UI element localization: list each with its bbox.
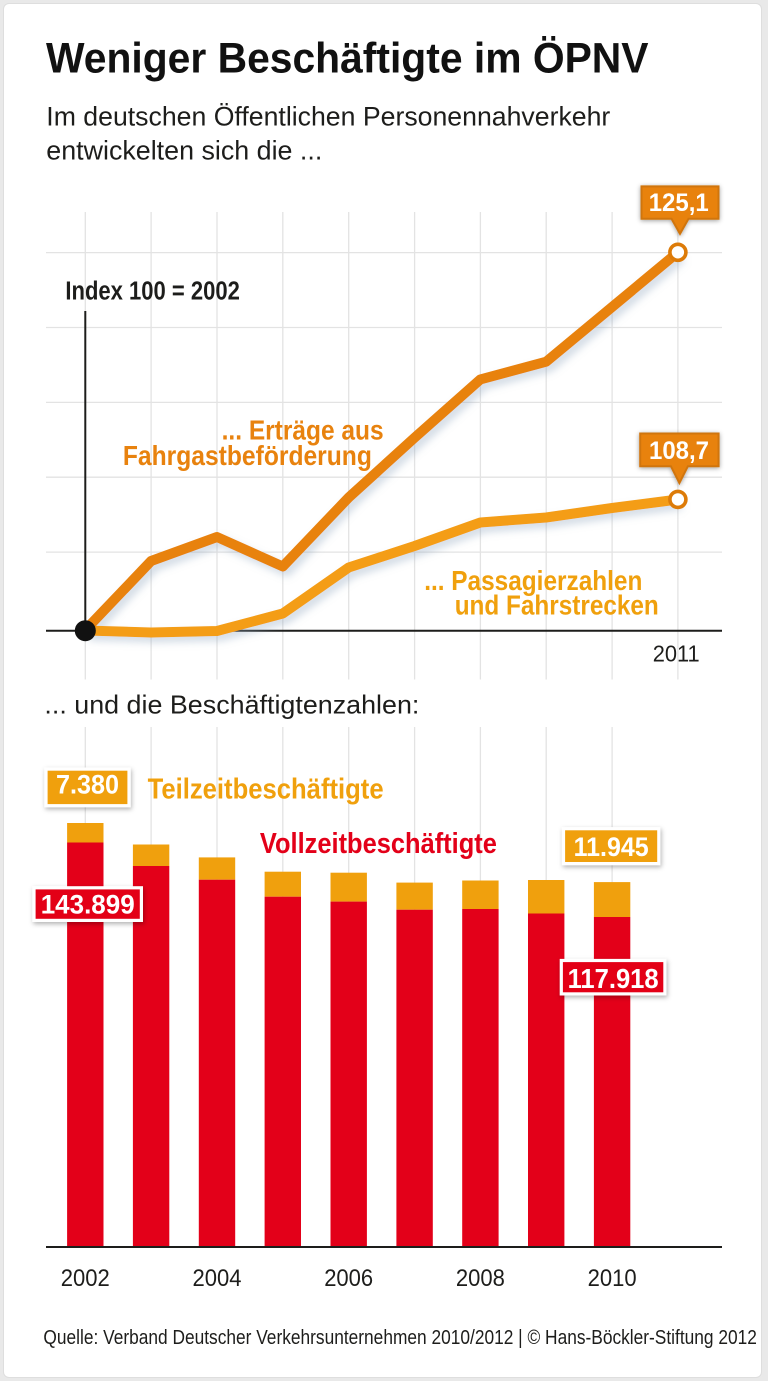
- svg-text:125,1: 125,1: [649, 189, 709, 217]
- svg-text:Fahrgastbeförderung: Fahrgastbeförderung: [123, 440, 372, 471]
- svg-text:entwickelten sich die ...: entwickelten sich die ...: [46, 136, 322, 166]
- svg-text:2010: 2010: [588, 1265, 637, 1292]
- svg-text:... Passagierzahlen: ... Passagierzahlen: [424, 565, 642, 596]
- svg-text:2008: 2008: [456, 1265, 505, 1292]
- svg-text:143.899: 143.899: [41, 889, 135, 919]
- svg-text:... Erträge aus: ... Erträge aus: [222, 414, 384, 445]
- svg-text:11.945: 11.945: [574, 832, 649, 862]
- svg-text:Im deutschen Öffentlichen Pers: Im deutschen Öffentlichen Personennahver…: [46, 102, 610, 132]
- svg-text:7.380: 7.380: [56, 769, 119, 799]
- svg-text:108,7: 108,7: [649, 437, 709, 465]
- svg-text:2002: 2002: [61, 1265, 110, 1292]
- svg-text:117.918: 117.918: [568, 963, 659, 994]
- svg-text:Vollzeitbeschäftigte: Vollzeitbeschäftigte: [260, 828, 497, 860]
- svg-text:2011: 2011: [653, 641, 700, 667]
- svg-text:und Fahrstrecken: und Fahrstrecken: [455, 589, 659, 620]
- svg-text:Weniger Beschäftigte im ÖPNV: Weniger Beschäftigte im ÖPNV: [46, 36, 649, 83]
- svg-text:2004: 2004: [193, 1265, 242, 1292]
- svg-text:Index 100 = 2002: Index 100 = 2002: [65, 278, 240, 306]
- svg-text:Quelle: Verband Deutscher Verk: Quelle: Verband Deutscher Verkehrsuntern…: [43, 1327, 757, 1349]
- svg-text:... und die Beschäftigtenzahle: ... und die Beschäftigtenzahlen:: [44, 689, 419, 719]
- svg-text:2006: 2006: [324, 1265, 373, 1292]
- svg-text:Teilzeitbeschäftigte: Teilzeitbeschäftigte: [148, 774, 384, 806]
